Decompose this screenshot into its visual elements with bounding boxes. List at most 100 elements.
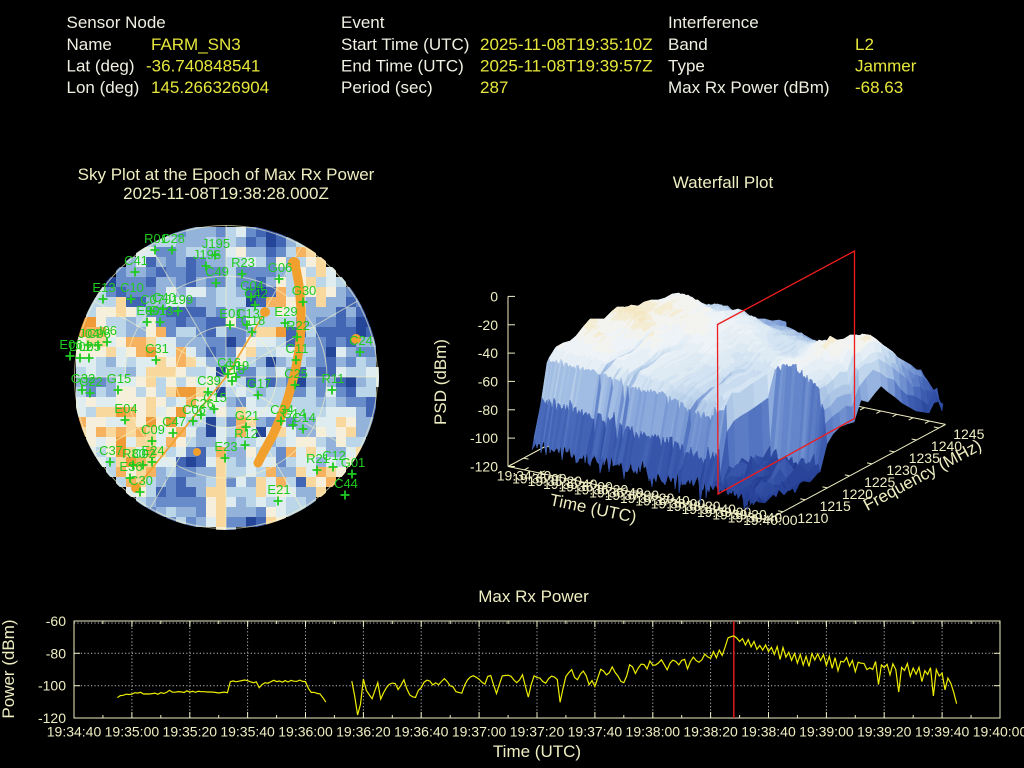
svg-text:19:36:40: 19:36:40: [589, 484, 644, 500]
svg-text:C25: C25: [284, 366, 308, 381]
svg-text:1225: 1225: [864, 474, 895, 490]
svg-text:19:39:40: 19:39:40: [728, 509, 783, 525]
svg-text:19:39:00: 19:39:00: [697, 504, 752, 520]
svg-text:Jammer: Jammer: [855, 56, 917, 75]
svg-text:C44: C44: [334, 476, 358, 491]
svg-text:E00: E00: [136, 303, 159, 318]
svg-text:1245: 1245: [953, 426, 984, 442]
svg-text:2025-11-08T19:35:10Z: 2025-11-08T19:35:10Z: [480, 35, 653, 54]
svg-text:19:36:00: 19:36:00: [278, 724, 333, 740]
svg-text:J195: J195: [202, 236, 230, 251]
svg-text:L05: L05: [79, 339, 101, 354]
svg-text:-36.740848541: -36.740848541: [146, 56, 260, 75]
svg-text:Start Time (UTC): Start Time (UTC): [341, 35, 469, 54]
svg-text:19:39:40: 19:39:40: [915, 724, 970, 740]
svg-text:C49: C49: [205, 264, 229, 279]
svg-text:1235: 1235: [909, 450, 940, 466]
svg-text:19:35:20: 19:35:20: [528, 473, 583, 489]
svg-text:C18: C18: [221, 362, 245, 377]
svg-text:End Time (UTC): End Time (UTC): [341, 56, 464, 75]
svg-text:C06: C06: [182, 402, 206, 417]
svg-text:C04: C04: [240, 278, 264, 293]
svg-text:C13: C13: [236, 306, 260, 321]
svg-text:G17: G17: [247, 376, 272, 391]
svg-text:19:37:40: 19:37:40: [635, 493, 690, 509]
svg-text:C14: C14: [292, 410, 316, 425]
svg-text:R11: R11: [322, 371, 345, 386]
svg-text:Waterfall Plot: Waterfall Plot: [673, 173, 774, 192]
svg-text:C37: C37: [99, 443, 123, 458]
svg-text:1230: 1230: [886, 462, 917, 478]
svg-text:C22: C22: [79, 374, 103, 389]
svg-text:19:35:20: 19:35:20: [163, 724, 218, 740]
svg-text:Sensor Node: Sensor Node: [67, 13, 166, 32]
svg-text:Time (UTC): Time (UTC): [493, 742, 581, 761]
svg-text:G32: G32: [71, 371, 96, 386]
svg-text:2025-11-08T19:38:28.000Z: 2025-11-08T19:38:28.000Z: [123, 184, 329, 203]
svg-text:19:38:40: 19:38:40: [741, 724, 796, 740]
svg-text:Power (dBm): Power (dBm): [0, 619, 18, 718]
svg-text:J199: J199: [165, 292, 193, 307]
svg-text:19:38:40: 19:38:40: [681, 501, 736, 517]
svg-text:C34: C34: [270, 402, 294, 417]
svg-text:19:37:20: 19:37:20: [510, 724, 565, 740]
svg-text:-100: -100: [470, 430, 498, 446]
svg-text:19:36:20: 19:36:20: [336, 724, 391, 740]
svg-text:C42: C42: [244, 286, 268, 301]
svg-text:C41: C41: [124, 253, 148, 268]
svg-text:-60: -60: [478, 373, 498, 389]
svg-text:19:36:20: 19:36:20: [574, 482, 629, 498]
svg-text:Period (sec): Period (sec): [341, 78, 433, 97]
svg-text:G06: G06: [268, 260, 293, 275]
svg-text:G01: G01: [341, 455, 366, 470]
svg-text:19:34:40: 19:34:40: [47, 724, 102, 740]
svg-text:-40: -40: [478, 345, 498, 361]
svg-text:C16: C16: [217, 355, 241, 370]
svg-text:19:37:20: 19:37:20: [620, 490, 675, 506]
svg-text:145.266326904: 145.266326904: [151, 78, 269, 97]
svg-text:E24: E24: [141, 443, 164, 458]
svg-text:E21: E21: [267, 482, 290, 497]
svg-text:19:38:00: 19:38:00: [626, 724, 681, 740]
svg-text:-80: -80: [46, 645, 66, 661]
svg-text:G13: G13: [149, 303, 174, 318]
svg-text:C96: C96: [87, 326, 111, 341]
svg-text:19:37:40: 19:37:40: [568, 724, 623, 740]
svg-text:1220: 1220: [842, 486, 873, 502]
svg-text:Sky Plot at the Epoch of Max R: Sky Plot at the Epoch of Max Rx Power: [78, 165, 375, 184]
svg-text:R23: R23: [231, 255, 255, 270]
svg-text:C15: C15: [203, 390, 227, 405]
svg-text:C28: C28: [161, 231, 185, 246]
svg-text:L2: L2: [855, 35, 874, 54]
svg-text:G21: G21: [235, 408, 260, 423]
svg-text:G19: G19: [225, 358, 250, 373]
svg-text:E29: E29: [274, 304, 297, 319]
svg-text:Type: Type: [668, 56, 705, 75]
svg-text:G15: G15: [107, 371, 132, 386]
svg-text:C02: C02: [132, 446, 156, 461]
svg-text:E23: E23: [214, 439, 237, 454]
svg-text:J196: J196: [193, 247, 221, 262]
svg-text:-100: -100: [38, 678, 66, 694]
svg-text:C39: C39: [197, 373, 221, 388]
svg-text:PSD (dBm): PSD (dBm): [431, 339, 450, 425]
svg-text:19:40:00: 19:40:00: [743, 512, 798, 528]
svg-text:C09: C09: [141, 422, 165, 437]
svg-text:Name: Name: [67, 35, 112, 54]
svg-text:E13: E13: [92, 280, 115, 295]
svg-text:-68.63: -68.63: [855, 78, 903, 97]
svg-text:1215: 1215: [820, 498, 851, 514]
svg-text:19:35:40: 19:35:40: [543, 476, 598, 492]
svg-text:Lon (deg): Lon (deg): [67, 78, 140, 97]
svg-text:-80: -80: [478, 402, 498, 418]
svg-text:1210: 1210: [797, 510, 828, 526]
svg-text:19:39:20: 19:39:20: [857, 724, 912, 740]
svg-text:C31: C31: [145, 341, 169, 356]
svg-text:-20: -20: [478, 317, 498, 333]
svg-text:R12: R12: [234, 426, 258, 441]
svg-text:I06: I06: [99, 323, 117, 338]
svg-text:19:37:00: 19:37:00: [605, 487, 660, 503]
svg-text:C40: C40: [152, 290, 176, 305]
svg-text:19:35:00: 19:35:00: [105, 724, 160, 740]
svg-text:Lat (deg): Lat (deg): [67, 56, 135, 75]
